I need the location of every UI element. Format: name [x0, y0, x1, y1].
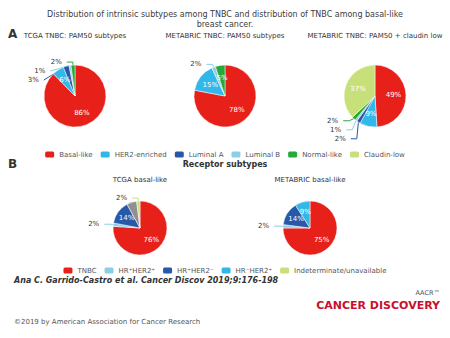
svg-text:14%: 14% [288, 215, 304, 223]
svg-text:1%: 1% [34, 67, 45, 75]
svg-text:15%: 15% [203, 81, 219, 89]
svg-text:Normal-like: Normal-like [302, 151, 342, 159]
svg-text:B: B [8, 157, 17, 171]
svg-text:3%: 3% [28, 76, 39, 84]
svg-text:2%: 2% [327, 117, 338, 125]
svg-text:6%: 6% [59, 76, 70, 84]
svg-text:Receptor subtypes: Receptor subtypes [183, 160, 268, 169]
svg-text:Luminal B: Luminal B [245, 151, 280, 159]
svg-text:HR⁺HER2⁺: HR⁺HER2⁺ [119, 267, 156, 275]
svg-text:A: A [8, 27, 18, 41]
svg-text:HR⁺HER2⁻: HR⁺HER2⁻ [177, 267, 214, 275]
svg-text:METABRIC TNBC: PAM50 + claudin: METABRIC TNBC: PAM50 + claudin low [308, 32, 443, 40]
svg-text:HER2-enriched: HER2-enriched [115, 151, 167, 159]
svg-text:9%: 9% [300, 208, 311, 216]
svg-text:TNBC: TNBC [76, 267, 96, 275]
svg-text:Indeterminate/unavailable: Indeterminate/unavailable [294, 267, 386, 275]
svg-text:2%: 2% [88, 220, 99, 228]
svg-text:2%: 2% [335, 135, 346, 143]
svg-text:2%: 2% [116, 194, 127, 202]
svg-text:Distribution of intrinsic subt: Distribution of intrinsic subtypes among… [47, 10, 403, 19]
svg-text:78%: 78% [229, 106, 245, 114]
svg-text:2%: 2% [258, 222, 269, 230]
svg-text:METABRIC basal-like: METABRIC basal-like [275, 176, 346, 184]
svg-text:2%: 2% [190, 60, 201, 68]
svg-text:9%: 9% [365, 110, 376, 118]
svg-text:breast cancer.: breast cancer. [197, 20, 254, 29]
svg-text:TCGA basal-like: TCGA basal-like [112, 176, 167, 184]
svg-text:©2019 by American Association: ©2019 by American Association for Cancer… [14, 318, 200, 326]
svg-text:14%: 14% [119, 214, 135, 222]
svg-text:TCGA TNBC: PAM50 subtypes: TCGA TNBC: PAM50 subtypes [23, 32, 127, 40]
svg-text:CANCER DISCOVERY: CANCER DISCOVERY [316, 299, 441, 312]
svg-text:2%: 2% [51, 58, 62, 66]
svg-text:37%: 37% [350, 85, 366, 93]
svg-text:Luminal A: Luminal A [189, 151, 224, 159]
svg-text:METABRIC TNBC: PAM50 subtypes: METABRIC TNBC: PAM50 subtypes [165, 32, 284, 40]
svg-text:75%: 75% [314, 236, 330, 244]
svg-text:Ana C. Garrido-Castro et al. C: Ana C. Garrido-Castro et al. Cancer Disc… [13, 276, 279, 285]
svg-text:76%: 76% [144, 236, 160, 244]
svg-text:HR⁻HER2⁺: HR⁻HER2⁺ [236, 267, 273, 275]
svg-text:1%: 1% [330, 126, 341, 134]
svg-text:AACR™: AACR™ [415, 289, 440, 297]
svg-text:49%: 49% [386, 91, 402, 99]
svg-text:5%: 5% [217, 74, 228, 82]
svg-text:86%: 86% [74, 109, 90, 117]
svg-text:Basal-like: Basal-like [59, 151, 93, 159]
svg-text:Claudin-low: Claudin-low [364, 151, 405, 159]
